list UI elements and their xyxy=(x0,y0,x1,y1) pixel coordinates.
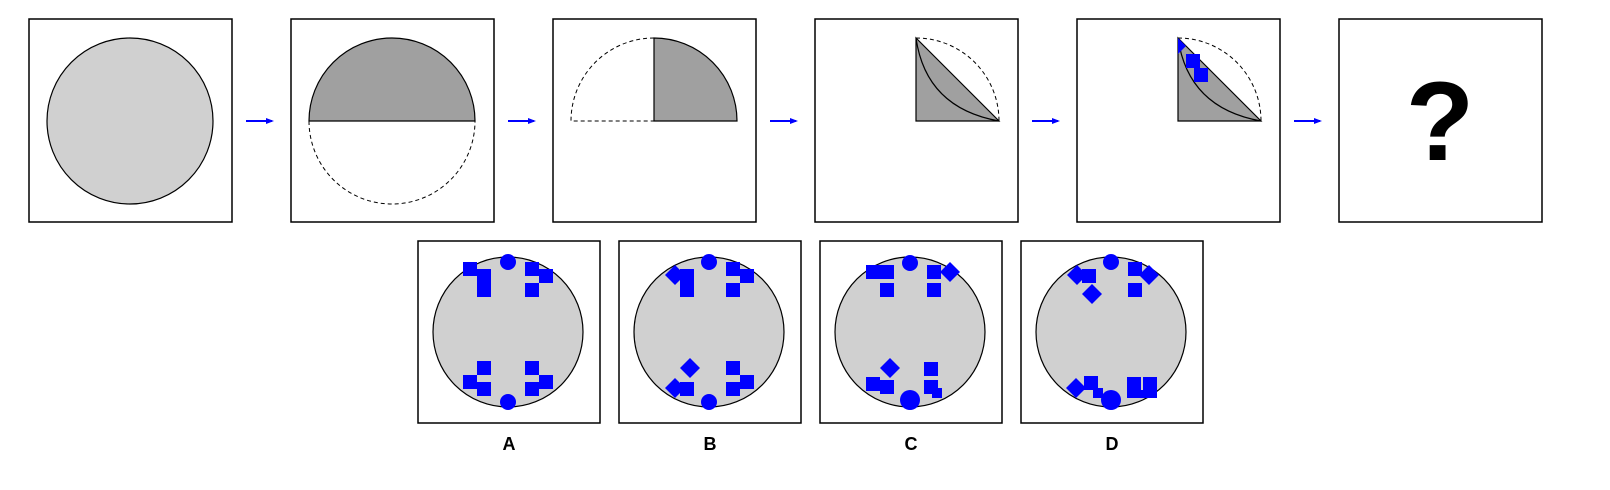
paper-circle xyxy=(834,256,986,408)
folded-eighth xyxy=(915,36,1001,122)
hole-pattern xyxy=(866,255,960,410)
paper-circle xyxy=(1035,256,1187,408)
folded-quarter xyxy=(653,37,738,122)
punched-holes xyxy=(1178,38,1208,82)
fold-outline-dashed xyxy=(570,37,655,122)
step-5-panel xyxy=(1076,18,1281,223)
option-label: A xyxy=(503,434,516,454)
hole-square xyxy=(1186,54,1200,68)
hole-square xyxy=(1194,68,1208,82)
option-label: C xyxy=(905,434,918,454)
option-b[interactable]: B xyxy=(618,240,802,454)
paper-circle xyxy=(633,256,785,408)
answer-panel: ? xyxy=(1338,18,1543,223)
folded-half xyxy=(308,37,476,122)
paper-circle xyxy=(46,37,214,205)
paper-circle xyxy=(432,256,584,408)
option-label: B xyxy=(704,434,717,454)
option-a[interactable]: A xyxy=(417,240,601,454)
hole-pattern xyxy=(665,254,754,410)
folded-edge-curve xyxy=(1177,37,1262,122)
step-1-panel xyxy=(28,18,233,223)
option-label: D xyxy=(1106,434,1119,454)
step-3-panel xyxy=(552,18,757,223)
fold-outline-dashed xyxy=(308,120,476,205)
step-2-panel xyxy=(290,18,495,223)
fold-outline-dashed xyxy=(915,37,1000,122)
panel-frame xyxy=(1338,18,1543,223)
hole-pattern xyxy=(1066,254,1159,410)
folded-edge-curve xyxy=(915,37,1000,122)
hole-pattern xyxy=(463,254,553,410)
question-mark: ? xyxy=(1406,59,1474,184)
step-4-panel xyxy=(814,18,1019,223)
fold-outline-dashed xyxy=(1177,37,1262,122)
option-c[interactable]: C xyxy=(819,240,1003,454)
option-d[interactable]: D xyxy=(1020,240,1204,454)
hole-diamond xyxy=(1178,38,1186,54)
